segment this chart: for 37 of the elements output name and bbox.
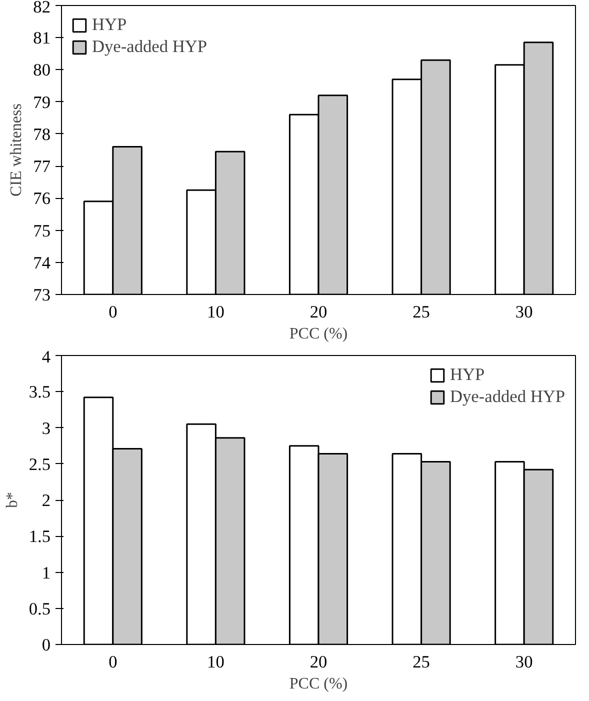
y-tick-label: 82	[33, 0, 50, 16]
y-tick-label: 81	[33, 28, 50, 48]
y-tick-label: 76	[33, 189, 51, 208]
x-tick-label: 25	[412, 652, 430, 672]
x-axis-title: PCC (%)	[289, 676, 348, 692]
y-axis-title: CIE whiteness	[8, 104, 26, 196]
y-tick-label: 2	[42, 491, 51, 510]
x-tick-label: 10	[207, 652, 224, 672]
x-tick-label: 10	[207, 302, 224, 322]
x-tick-label: 25	[412, 302, 430, 322]
x-tick-label: 0	[108, 652, 118, 672]
y-tick-label: 4	[42, 348, 51, 366]
x-tick-label: 0	[108, 302, 118, 322]
y-tick-label: 0	[42, 636, 51, 654]
legend-label: Dye-added HYP	[92, 37, 208, 57]
y-tick-label: 3	[42, 418, 51, 438]
x-tick-label: 30	[515, 652, 533, 672]
y-tick-label: 75	[33, 221, 50, 240]
x-tick-label: 20	[310, 302, 328, 322]
y-tick-label: 1	[42, 563, 51, 582]
y-tick-label: 77	[33, 157, 51, 176]
x-tick-label: 20	[310, 652, 328, 672]
y-tick-label: 1.5	[28, 527, 51, 546]
legend-label: Dye-added HYP	[450, 387, 565, 407]
y-tick-label: 80	[33, 60, 50, 80]
legend-label: HYP	[92, 15, 127, 35]
y-tick-label: 73	[33, 286, 50, 304]
y-tick-label: 78	[33, 124, 50, 144]
x-tick-label: 30	[515, 302, 533, 322]
y-tick-label: 79	[33, 92, 50, 112]
x-axis-title: PCC (%)	[289, 326, 348, 342]
y-tick-label: 0.5	[28, 599, 51, 618]
y-tick-label: 2.5	[28, 454, 51, 474]
y-tick-label: 74	[33, 253, 51, 272]
y-tick-label: 3.5	[28, 382, 51, 402]
y-axis-title: b*	[4, 492, 21, 508]
legend-label: HYP	[450, 365, 485, 385]
